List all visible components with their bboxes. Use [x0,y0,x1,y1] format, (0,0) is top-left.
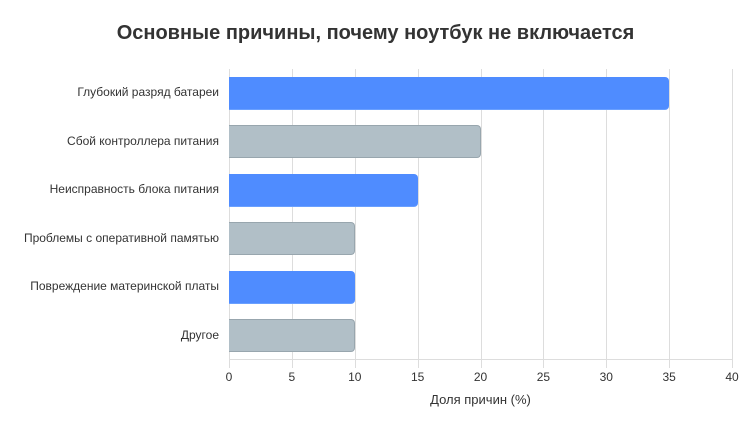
x-tick-label: 30 [599,370,613,384]
category-label: Проблемы с оперативной памятью [23,230,219,245]
x-tick-label: 0 [225,370,233,384]
bar[interactable] [229,319,355,352]
category-label: Неисправность блока питания [49,182,219,197]
x-tick-label: 35 [662,370,676,384]
chart-title: Основные причины, почему ноутбук не вклю… [116,22,635,44]
gridline [292,69,293,368]
category-label: Другое [180,327,219,342]
gridline [606,69,607,368]
bar[interactable] [229,77,669,110]
x-axis-label: Доля причин (%) [430,392,531,407]
gridline [669,69,670,368]
gridline [732,69,733,368]
bar[interactable] [229,271,355,304]
x-tick-label: 15 [410,370,425,384]
category-label: Сбой контроллера питания [67,133,219,148]
bar[interactable] [229,125,481,158]
x-tick-label: 10 [348,370,362,384]
gridline [543,69,544,368]
x-tick-label: 25 [536,370,551,384]
category-label: Повреждение материнской платы [30,279,219,294]
bar[interactable] [229,222,355,255]
category-label: Глубокий разряд батареи [77,85,219,100]
x-axis-line [229,359,732,360]
gridline [481,69,482,368]
x-tick-label: 5 [288,370,296,384]
gridline [418,69,419,368]
plot-area [229,69,733,368]
gridline [229,69,230,368]
gridline [355,69,356,368]
x-tick-label: 40 [725,370,739,384]
x-tick-label: 20 [473,370,488,384]
bar[interactable] [229,174,418,207]
